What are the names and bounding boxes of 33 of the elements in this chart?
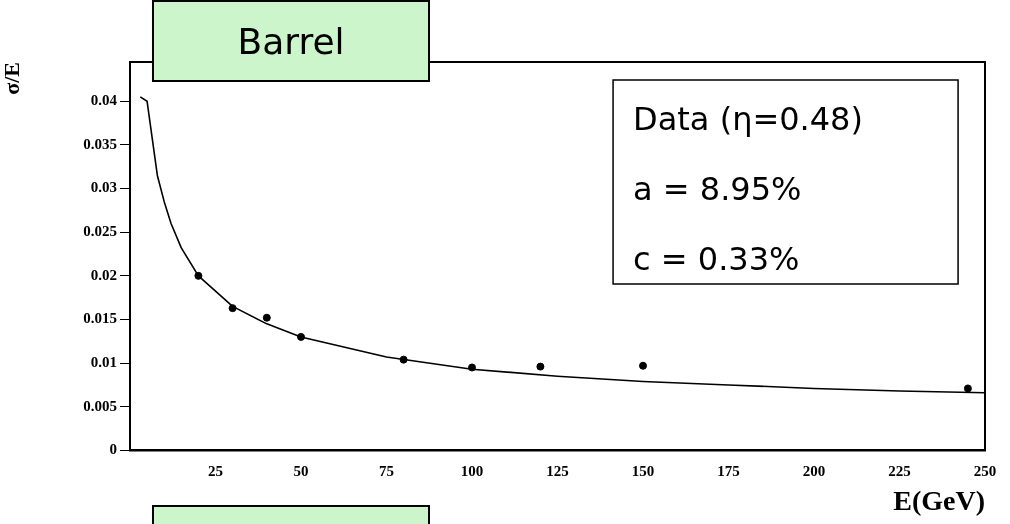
x-tick-label: 125 — [546, 463, 569, 480]
x-tick-label: 200 — [802, 463, 826, 480]
x-tick-label: 100 — [460, 463, 484, 480]
x-tick-label: 25 — [208, 463, 223, 480]
point — [639, 361, 647, 370]
y-tick-label: 0.02 — [90, 266, 117, 283]
y-tick-label: 0.01 — [90, 353, 117, 370]
x-tick-label: 250 — [973, 463, 997, 480]
y-tick-label: 0 — [109, 441, 117, 458]
point — [399, 355, 408, 364]
point — [228, 304, 237, 313]
annotation: a = 8.95% — [633, 170, 802, 209]
x-tick-label: 175 — [717, 463, 740, 480]
y-tick-label: 0.03 — [90, 179, 117, 196]
y-tick-label: 0.005 — [83, 397, 117, 414]
y-axis-title: σ/E — [0, 62, 24, 95]
annotation: c = 0.33% — [633, 240, 800, 279]
y-tick-label: 0.035 — [83, 135, 117, 152]
point — [536, 362, 545, 371]
y-tick-label: 0.025 — [83, 223, 117, 240]
x-tick-label: 50 — [293, 463, 309, 480]
point — [963, 384, 972, 393]
x-tick-label: 225 — [888, 463, 911, 480]
y-tick-label: 0.04 — [90, 92, 118, 109]
y-tick-label: 0.015 — [83, 310, 117, 327]
x-axis-title: E(GeV) — [893, 485, 985, 517]
point — [262, 313, 271, 322]
point — [194, 271, 203, 280]
point — [297, 332, 305, 341]
x-tick-label: 75 — [379, 463, 394, 480]
x-tick-label: 150 — [631, 463, 655, 480]
point — [468, 363, 476, 372]
annotation: Data (η=0.48) — [633, 100, 863, 139]
